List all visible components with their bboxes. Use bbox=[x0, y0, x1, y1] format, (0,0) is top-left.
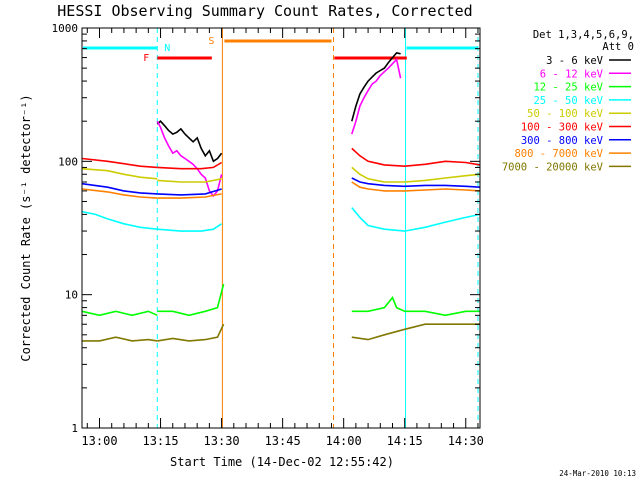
x-tick-label: 13:45 bbox=[265, 434, 301, 448]
timestamp: 24-Mar-2010 10:13 bbox=[559, 469, 636, 478]
series-line bbox=[157, 193, 222, 199]
series-lines bbox=[81, 52, 481, 342]
y-axis-label: Corrected Count Rate (s⁻¹ detector⁻¹) bbox=[19, 94, 33, 361]
legend-label: 300 - 800 keV bbox=[521, 135, 604, 147]
series-line bbox=[81, 210, 158, 230]
series-line bbox=[351, 181, 481, 192]
night-label: N bbox=[164, 43, 170, 54]
series-line bbox=[157, 283, 225, 317]
x-tick-label: 14:00 bbox=[326, 434, 362, 448]
series-line bbox=[351, 52, 401, 122]
legend-label: 25 - 50 keV bbox=[533, 95, 603, 107]
legend-label: 800 - 7000 keV bbox=[514, 148, 603, 160]
series-line bbox=[157, 223, 223, 232]
series-line bbox=[81, 167, 158, 180]
x-tick-label: 13:00 bbox=[81, 434, 117, 448]
x-tick-label: 13:15 bbox=[142, 434, 178, 448]
series-line bbox=[351, 166, 481, 183]
y-tick-label: 100 bbox=[58, 155, 78, 168]
y-tick-label: 1000 bbox=[52, 22, 79, 35]
series-line bbox=[351, 207, 481, 232]
chart-title: HESSI Observing Summary Count Rates, Cor… bbox=[57, 2, 472, 20]
legend-header: Det 1,3,4,5,6,9, bbox=[533, 29, 634, 41]
flare-label: F bbox=[143, 53, 149, 64]
x-axis-label: Start Time (14-Dec-02 12:55:42) bbox=[170, 455, 394, 469]
legend-label: 6 - 12 keV bbox=[540, 68, 604, 80]
axes: 1 10 100 1000 13:00 13:15 13:30 13:45 14:00 14:15… bbox=[52, 22, 484, 448]
series-line bbox=[351, 323, 480, 341]
x-tick-label: 14:15 bbox=[387, 434, 423, 448]
series-line bbox=[351, 147, 481, 168]
series-line bbox=[351, 177, 481, 188]
x-tick-label: 14:30 bbox=[448, 434, 484, 448]
series-line bbox=[157, 178, 222, 183]
series-line bbox=[351, 296, 480, 317]
legend-label: 50 - 100 keV bbox=[527, 108, 604, 120]
legend-label: 7000 - 20000 keV bbox=[502, 161, 604, 173]
x-tick-label: 13:30 bbox=[204, 434, 240, 448]
series-line bbox=[82, 336, 158, 342]
series-line bbox=[81, 182, 158, 195]
saa-label: S bbox=[208, 36, 214, 47]
series-line bbox=[81, 188, 158, 199]
legend-label: 3 - 6 keV bbox=[546, 55, 604, 67]
series-line bbox=[81, 157, 158, 169]
series-line bbox=[157, 188, 222, 196]
legend-header: Att 0 bbox=[602, 41, 634, 53]
legend-label: 12 - 25 keV bbox=[533, 82, 603, 94]
series-line bbox=[81, 310, 158, 317]
plot-frame bbox=[81, 27, 481, 429]
series-line bbox=[157, 323, 225, 342]
series-line bbox=[156, 120, 223, 163]
series-line bbox=[157, 161, 223, 170]
y-tick-label: 1 bbox=[71, 422, 78, 435]
series-line bbox=[351, 57, 402, 135]
y-tick-label: 10 bbox=[65, 289, 78, 302]
legend-label: 100 - 300 keV bbox=[521, 122, 604, 134]
